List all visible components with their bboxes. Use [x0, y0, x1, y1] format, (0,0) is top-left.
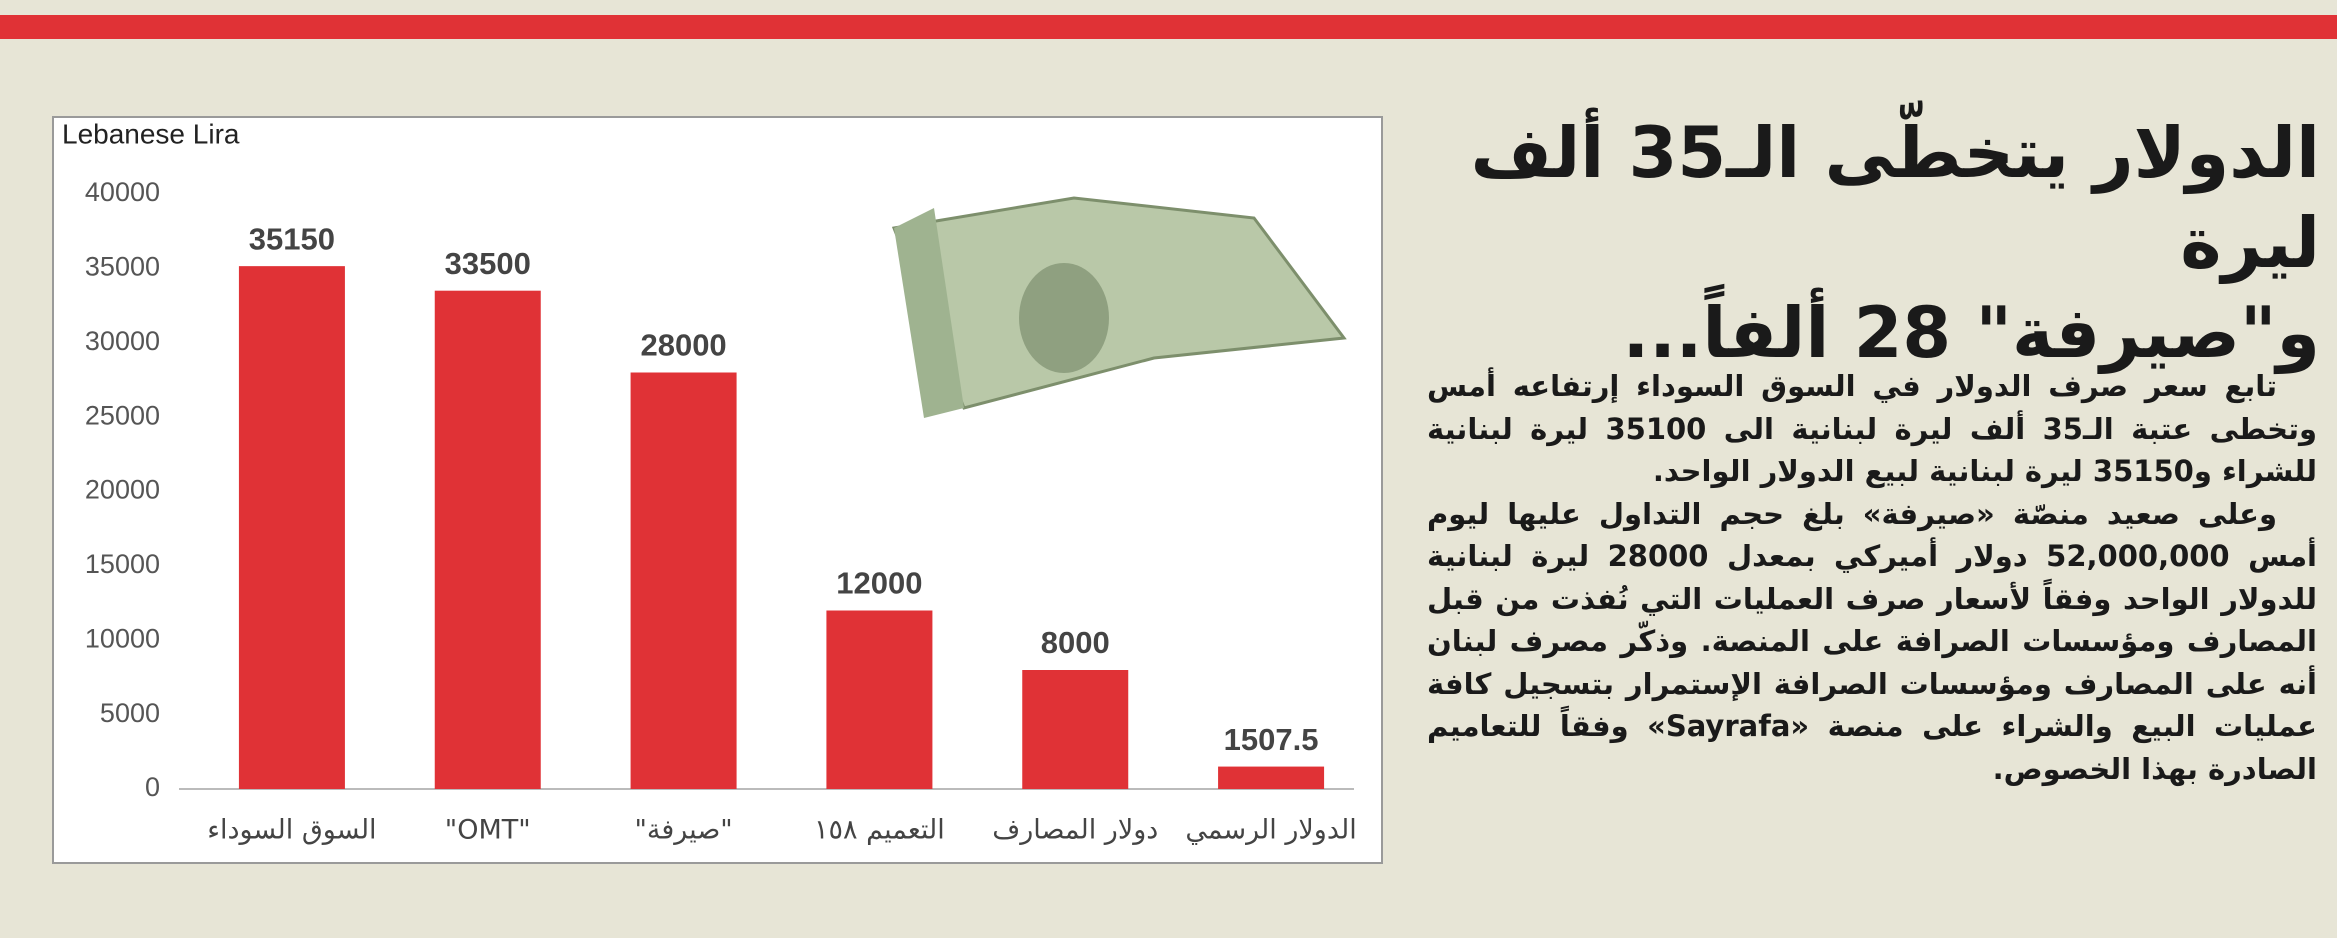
y-tick-label: 0 — [145, 772, 160, 802]
headline-line: و"صيرفة" 28 ألفاً... — [1622, 292, 2320, 374]
text-line: وتخطى عتبة الـ35 ألف ليرة لبنانية الى 35… — [1427, 411, 2317, 446]
x-tick-label: السوق السوداء — [207, 815, 376, 846]
bar — [1022, 670, 1129, 789]
dollar-illustration — [891, 196, 1347, 418]
text-line: أنه على المصارف ومؤسسات الصرافة الإستمرا… — [1427, 666, 2317, 701]
bar — [1218, 766, 1325, 789]
y-tick-label: 35000 — [85, 252, 160, 282]
x-tick-label: دولار المصارف — [992, 815, 1158, 846]
y-tick-label: 20000 — [85, 475, 160, 505]
value-label: 8000 — [1041, 625, 1110, 660]
x-tick-label: "OMT" — [445, 815, 531, 846]
y-tick-label: 40000 — [85, 177, 160, 207]
paragraph: وعلى صعيد منصّة «صيرفة» بلغ حجم التداول … — [1427, 493, 2317, 791]
paragraph: تابع سعر صرف الدولار في السوق السوداء إر… — [1427, 365, 2317, 493]
y-tick-label: 10000 — [85, 623, 160, 653]
bar — [434, 290, 541, 789]
text-line: للشراء و35150 ليرة لبنانية لبيع الدولار … — [1652, 454, 2317, 488]
x-tick-label: "صيرفة" — [634, 815, 732, 846]
x-tick-label: الدولار الرسمي — [1185, 815, 1356, 846]
value-label: 28000 — [640, 328, 726, 363]
headline: الدولار يتخطّى الـ35 ألف ليرة و"صيرفة" 28… — [1410, 108, 2320, 378]
y-axis-label: Lebanese Lira — [62, 118, 240, 149]
text-line: عمليات البيع والشراء على منصة «Sayrafa» … — [1427, 709, 2317, 743]
top-bar — [0, 15, 2337, 39]
value-label: 33500 — [445, 246, 531, 281]
y-tick-label: 25000 — [85, 400, 160, 430]
bar — [630, 372, 737, 789]
text-line: المصارف ومؤسسات الصرافة على المنصة. وذكّ… — [1427, 624, 2317, 658]
chart: Lebanese Lira 0 5000 10000 15000 20000 25000 3… — [52, 116, 1383, 864]
bar — [826, 610, 933, 789]
headline-line: الدولار يتخطّى الـ35 ألف ليرة — [1470, 112, 2320, 284]
x-tick-label: التعميم ١٥٨ — [814, 815, 945, 846]
text-line: للدولار الواحد وفقاً لأسعار صرف العمليات… — [1427, 581, 2317, 616]
y-tick-label: 5000 — [100, 698, 160, 728]
y-tick-label: 30000 — [85, 326, 160, 356]
bar — [238, 266, 345, 789]
text-line: أمس 52,000,000 دولار أميركي بمعدل 28000 … — [1427, 539, 2317, 573]
value-label: 12000 — [836, 566, 922, 601]
value-label: 35150 — [249, 221, 335, 256]
text-line: وعلى صعيد منصّة «صيرفة» بلغ حجم التداول … — [1427, 496, 2277, 531]
text-line: الصادرة بهذا الخصوص. — [1992, 751, 2317, 786]
article-body: تابع سعر صرف الدولار في السوق السوداء إر… — [1427, 365, 2317, 790]
y-tick-label: 15000 — [85, 549, 160, 579]
text-line: تابع سعر صرف الدولار في السوق السوداء إر… — [1427, 369, 2277, 403]
value-label: 1507.5 — [1224, 722, 1319, 757]
